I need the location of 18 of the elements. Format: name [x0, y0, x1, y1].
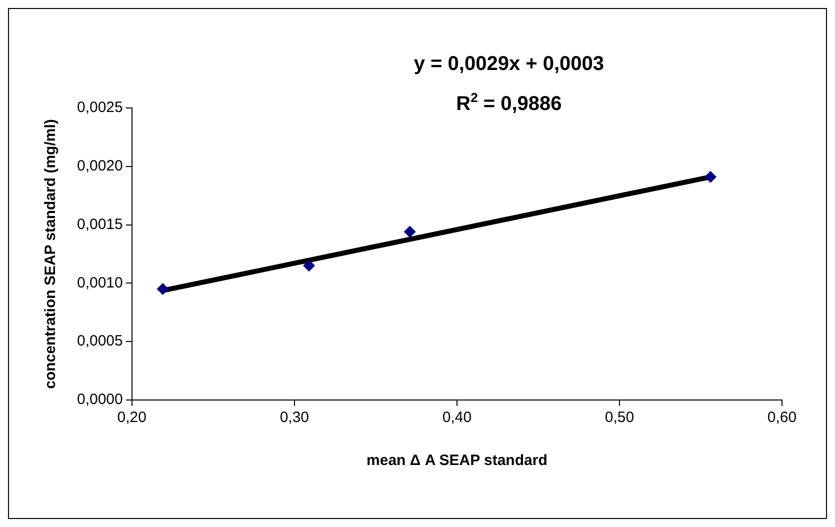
x-tick-label: 0,40 — [442, 409, 472, 426]
x-axis-title: mean Δ A SEAP standard — [366, 452, 548, 470]
y-tick-label: 0,0025 — [76, 99, 123, 116]
point — [404, 226, 416, 238]
x-tick-label: 0,30 — [280, 409, 310, 426]
x-tick-label: 0,60 — [767, 409, 797, 426]
x-tick-label: 0,50 — [604, 409, 634, 426]
text: y = 0,0029x + 0,0003 — [414, 53, 604, 75]
y-tick-label: 0,0010 — [76, 274, 123, 292]
x-tick-label: 0,20 — [117, 409, 146, 426]
y-tick-label: 0,0015 — [76, 216, 123, 233]
y-tick-label: 0,0000 — [76, 391, 123, 408]
point — [303, 260, 316, 272]
point — [704, 170, 716, 183]
y-tick-label: 0,0020 — [76, 158, 123, 175]
y-tick-label: 0,0005 — [76, 332, 123, 350]
point — [156, 283, 169, 296]
y-axis-title: concentration SEAP standard (mg/ml) — [42, 119, 60, 389]
